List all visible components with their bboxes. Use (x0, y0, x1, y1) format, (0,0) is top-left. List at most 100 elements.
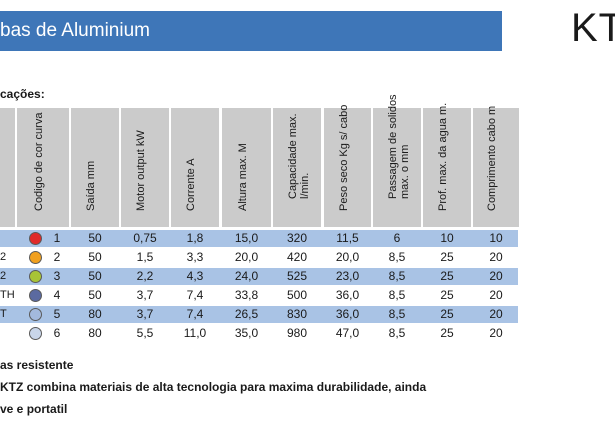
color-code-number: 6 (53, 326, 61, 340)
table-cell: 20 (489, 307, 503, 321)
table-cell: 36,0 (335, 307, 360, 321)
note-line-2: KTZ combina materiais de alta tecnologia… (0, 380, 427, 394)
color-code-dot-icon (29, 308, 42, 321)
header-cell: Prof. max. da agua m. (423, 103, 471, 227)
table-cell: 25 (440, 250, 454, 264)
table-cell: 0,75 (133, 231, 157, 245)
header-cell: Altura max. M (222, 108, 271, 227)
table-cell: 4,3 (186, 269, 204, 283)
table-cell: 3,3 (186, 250, 204, 264)
table-cell: 50 (88, 231, 102, 245)
table-cell: 50 (88, 250, 102, 264)
table-cell: 1,5 (136, 250, 154, 264)
header-label: Corrente A (185, 158, 197, 211)
table-row: 1 50 0,75 1,8 15,0 320 11,5 6 10 10 (0, 230, 518, 247)
table-cell: 25 (440, 269, 454, 283)
color-code-number: 3 (53, 269, 61, 283)
color-code-dot-icon (29, 270, 42, 283)
table-row: 2 3 50 2,2 4,3 24,0 525 23,0 8,5 25 20 (0, 268, 518, 285)
row-label: TH (0, 289, 15, 301)
table-cell: 20,0 (335, 250, 360, 264)
header-label: Saída mm (85, 160, 97, 211)
table-cell: 8,5 (388, 250, 406, 264)
table-cell: 10 (440, 231, 454, 245)
table-cell: 20,0 (234, 250, 259, 264)
header-cell-label (0, 108, 15, 227)
table-row: 2 2 50 1,5 3,3 20,0 420 20,0 8,5 25 20 (0, 249, 518, 266)
header-cell: Motor output kW (121, 108, 169, 227)
table-cell: 24,0 (234, 269, 259, 283)
table-cell: 5,5 (136, 326, 154, 340)
table-cell: 3,7 (136, 307, 154, 321)
table-cell: 20 (489, 326, 503, 340)
brand-logo-text: KT (571, 6, 615, 50)
table-cell: 7,4 (186, 307, 204, 321)
table-cell: 525 (286, 269, 308, 283)
header-label: Altura max. M (236, 143, 249, 211)
header-cell: Peso seco Kg s/ cabo (324, 105, 371, 227)
row-label: 2 (0, 251, 7, 263)
table-cell: 20 (489, 250, 503, 264)
color-code-dot-icon (29, 232, 42, 245)
header-cell: Passagem de solidos max. o mm (373, 94, 421, 227)
table-cell: 25 (440, 326, 454, 340)
header-label: Motor output kW (135, 130, 147, 211)
table-cell: 23,0 (335, 269, 360, 283)
header-label: Codigo de cor curva (33, 112, 45, 211)
table-row: 6 80 5,5 11,0 35,0 980 47,0 8,5 25 20 (0, 325, 518, 342)
table-cell: 20 (489, 288, 503, 302)
header-cell: Codigo de cor curva (17, 108, 69, 227)
header-cell: Saída mm (71, 108, 119, 227)
table-cell: 3,7 (136, 288, 154, 302)
table-cell: 6 (393, 231, 401, 245)
note-line-1: as resistente (0, 358, 74, 372)
color-code-dot-icon (29, 251, 42, 264)
table-cell: 50 (88, 269, 102, 283)
table-cell: 36,0 (335, 288, 360, 302)
color-code-dot-icon (29, 327, 42, 340)
table-cell: 47,0 (335, 326, 360, 340)
header-label: Passagem de solidos max. o mm (387, 94, 411, 199)
table-cell: 26,5 (234, 307, 259, 321)
row-label: 2 (0, 270, 7, 282)
table-row: TH 4 50 3,7 7,4 33,8 500 36,0 8,5 25 20 (0, 287, 518, 304)
table-cell: 20 (489, 269, 503, 283)
table-cell: 11,0 (183, 326, 207, 340)
color-code-number: 2 (53, 250, 61, 264)
table-cell: 35,0 (234, 326, 259, 340)
header-label: Peso seco Kg s/ cabo (337, 104, 350, 211)
note-line-3: ve e portatil (0, 402, 68, 416)
table-cell: 25 (440, 307, 454, 321)
header-label: Capacidade max. l/min. (287, 113, 311, 199)
table-cell: 10 (489, 231, 503, 245)
header-label: Prof. max. da agua m. (437, 102, 449, 211)
section-heading: cações: (0, 87, 45, 101)
table-cell: 80 (88, 326, 102, 340)
header-cell: Comprimento cabo m (473, 106, 519, 227)
table-cell: 7,4 (186, 288, 204, 302)
header-cell: Corrente A (171, 108, 219, 227)
table-cell: 320 (286, 231, 308, 245)
table-cell: 980 (286, 326, 308, 340)
table-cell: 11,5 (336, 231, 359, 245)
table-cell: 8,5 (388, 307, 406, 321)
color-code-dot-icon (29, 289, 42, 302)
row-label: T (0, 308, 7, 320)
table-cell: 50 (88, 288, 102, 302)
color-code-number: 4 (53, 288, 61, 302)
table-cell: 8,5 (388, 269, 406, 283)
table-cell: 830 (286, 307, 308, 321)
table-cell: 8,5 (388, 288, 406, 302)
table-row: T 5 80 3,7 7,4 26,5 830 36,0 8,5 25 20 (0, 306, 518, 323)
color-code-number: 5 (53, 307, 61, 321)
table-cell: 80 (88, 307, 102, 321)
header-label: Comprimento cabo m (486, 105, 498, 211)
table-cell: 420 (286, 250, 308, 264)
table-cell: 8,5 (388, 326, 406, 340)
table-cell: 1,8 (186, 231, 204, 245)
table-cell: 33,8 (234, 288, 259, 302)
table-cell: 500 (286, 288, 308, 302)
color-code-number: 1 (53, 231, 61, 245)
table-cell: 25 (440, 288, 454, 302)
table-cell: 15,0 (234, 231, 259, 245)
